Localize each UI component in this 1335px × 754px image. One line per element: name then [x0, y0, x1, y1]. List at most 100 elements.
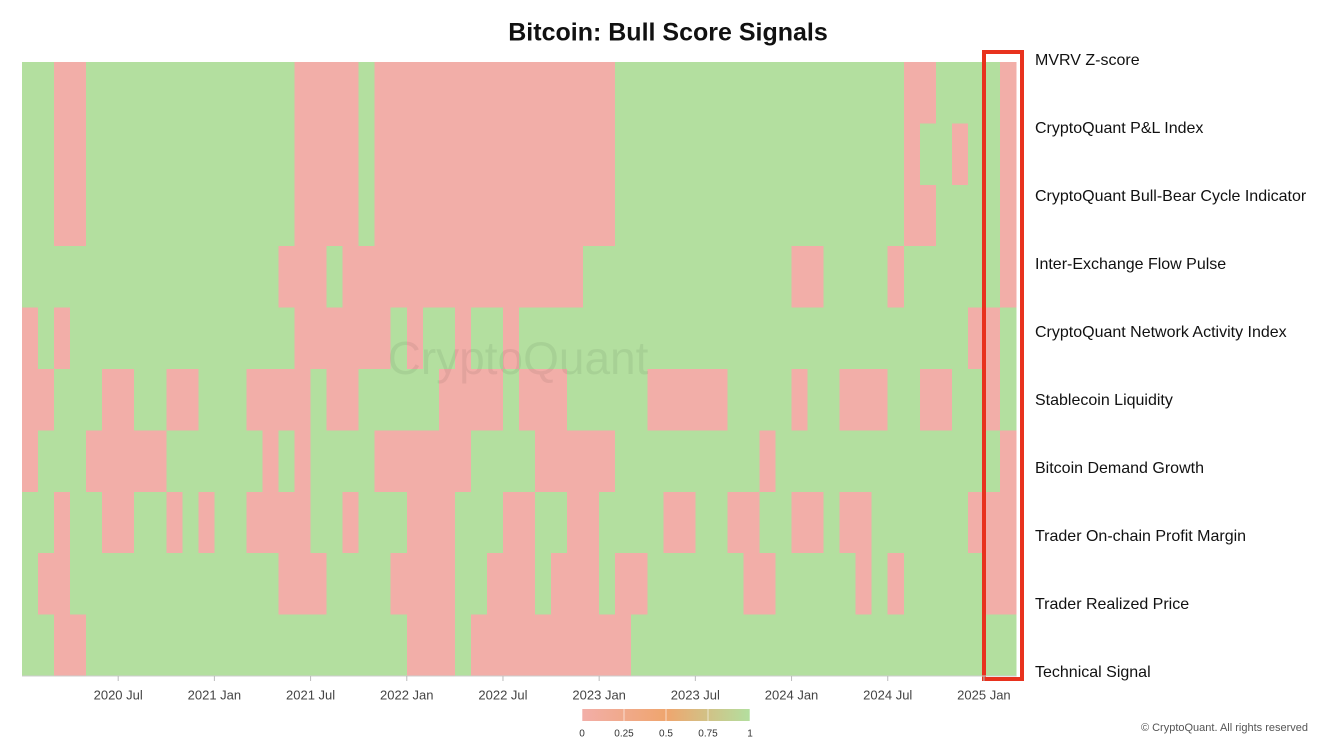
heatmap-cell: [711, 184, 729, 247]
heatmap-cell: [743, 553, 761, 616]
heatmap-cell: [887, 369, 905, 431]
heatmap-cell: [502, 430, 520, 493]
heatmap-cell: [502, 614, 520, 677]
heatmap-cell: [775, 62, 793, 124]
heatmap-cell: [38, 246, 55, 309]
heatmap-cell: [406, 491, 424, 554]
heatmap-cell: [871, 430, 889, 493]
heatmap-cell: [807, 553, 825, 616]
heatmap-cell: [118, 553, 135, 616]
heatmap-cell: [839, 430, 857, 493]
heatmap-cell: [743, 184, 761, 247]
heatmap-cell: [502, 307, 520, 370]
heatmap-cell: [102, 184, 119, 247]
heatmap-cell: [871, 123, 889, 186]
heatmap-cell: [102, 307, 119, 370]
heatmap-cell: [967, 614, 985, 677]
heatmap-cell: [390, 123, 408, 186]
heatmap-cell: [246, 491, 264, 554]
heatmap-cell: [198, 491, 215, 554]
heatmap-cell: [567, 246, 584, 309]
heatmap-cell: [166, 369, 183, 431]
heatmap-cell: [134, 491, 151, 554]
heatmap-cell: [86, 553, 103, 616]
heatmap-cell: [695, 430, 712, 493]
heatmap-cell: [342, 184, 360, 247]
heatmap-cell: [470, 430, 488, 493]
heatmap-cell: [599, 307, 616, 370]
heatmap-cell: [839, 369, 857, 431]
heatmap-cell: [887, 123, 905, 186]
heatmap-cell: [615, 430, 632, 493]
heatmap-cell: [567, 430, 584, 493]
heatmap-cell: [919, 246, 937, 309]
heatmap-cell: [38, 307, 55, 370]
heatmap-cell: [743, 614, 761, 677]
heatmap-cell: [406, 246, 424, 309]
heatmap-cell: [54, 307, 71, 370]
heatmap-cell: [246, 553, 264, 616]
heatmap-cell: [134, 307, 151, 370]
heatmap-cell: [470, 614, 488, 677]
heatmap-cell: [422, 307, 440, 370]
heatmap-cell: [567, 307, 584, 370]
heatmap-cell: [198, 307, 215, 370]
heatmap-cell: [438, 184, 456, 247]
heatmap-cell: [422, 553, 440, 616]
heatmap-cell: [599, 430, 616, 493]
heatmap-cell: [647, 553, 664, 616]
heatmap-cell: [438, 553, 456, 616]
heatmap-cell: [102, 369, 119, 431]
heatmap-cell: [855, 430, 873, 493]
heatmap-cell: [70, 553, 87, 616]
heatmap-cell: [727, 123, 745, 186]
heatmap-cell: [679, 123, 696, 186]
heatmap-cell: [182, 491, 199, 554]
heatmap-cell: [118, 62, 135, 124]
heatmap-cell: [470, 184, 488, 247]
heatmap-cell: [38, 62, 55, 124]
heatmap-cell: [310, 246, 328, 309]
heatmap-cell: [230, 491, 248, 554]
heatmap-cell: [454, 123, 472, 186]
heatmap-cell: [711, 614, 729, 677]
heatmap-cell: [903, 430, 921, 493]
heatmap-cell: [342, 430, 360, 493]
heatmap-cell: [743, 491, 761, 554]
row-label: Stablecoin Liquidity: [1035, 392, 1173, 409]
heatmap-cell: [262, 123, 280, 186]
heatmap-cell: [326, 491, 344, 554]
heatmap-cell: [326, 62, 344, 124]
heatmap-cell: [999, 246, 1017, 309]
heatmap-cell: [262, 553, 280, 616]
heatmap-cell: [695, 369, 712, 431]
heatmap-cell: [54, 62, 71, 124]
heatmap-cell: [791, 123, 809, 186]
heatmap-cell: [86, 430, 103, 493]
heatmap-cell: [422, 369, 440, 431]
heatmap-cell: [647, 614, 664, 677]
heatmap-cell: [647, 246, 664, 309]
heatmap-cell: [759, 369, 777, 431]
heatmap-cell: [262, 184, 280, 247]
heatmap-cell: [727, 307, 745, 370]
heatmap-cell: [807, 369, 825, 431]
heatmap-cell: [583, 246, 600, 309]
heatmap-cell: [54, 430, 71, 493]
x-tick-label: 2024 Jan: [765, 687, 819, 702]
heatmap-cell: [22, 62, 39, 124]
heatmap-cell: [470, 491, 488, 554]
heatmap-cell: [695, 553, 712, 616]
heatmap-cell: [791, 246, 809, 309]
heatmap-cell: [759, 184, 777, 247]
heatmap-cell: [711, 430, 729, 493]
heatmap-cell: [935, 491, 953, 554]
heatmap-cell: [887, 553, 905, 616]
heatmap-cell: [567, 553, 584, 616]
heatmap-cell: [134, 246, 151, 309]
heatmap-cell: [54, 123, 71, 186]
heatmap-cell: [374, 246, 392, 309]
heatmap-cell: [567, 123, 584, 186]
heatmap-cell: [871, 62, 889, 124]
heatmap-cell: [583, 491, 600, 554]
